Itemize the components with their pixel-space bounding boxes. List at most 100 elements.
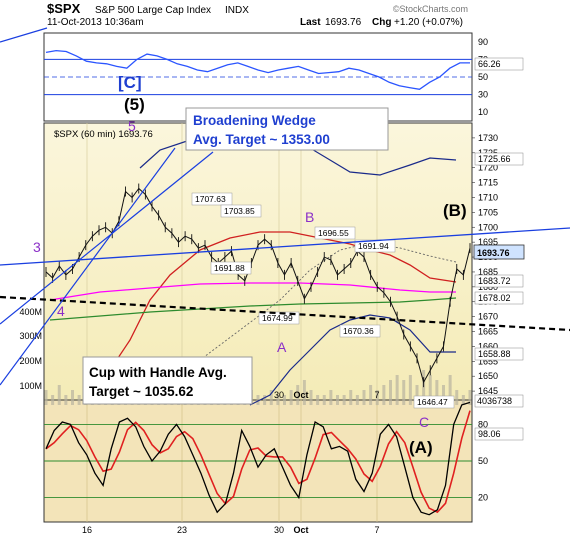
- volume-bar: [77, 395, 81, 405]
- stoch-y-tick-label: 20: [478, 493, 488, 503]
- label-1674: 1674.99: [262, 313, 293, 323]
- volume-bar: [283, 395, 286, 405]
- price-y-tick-label: 1710: [478, 192, 498, 202]
- wave-b-paren: (B): [443, 201, 467, 220]
- price-point-labels: 1707.63 1703.85 1696.55 1691.94 1691.88 …: [191, 192, 455, 409]
- label-1696: 1696.55: [318, 228, 349, 238]
- wave-a-paren: (A): [409, 438, 433, 457]
- exchange-label: INDX: [225, 5, 249, 16]
- ticker-title: $SPX: [47, 1, 81, 16]
- price-y-tick-label: 1655: [478, 356, 498, 366]
- price-y-tick-label: 1695: [478, 237, 498, 247]
- stoch-x-tick-label: Oct: [293, 525, 308, 535]
- stoch-x-tick-label: 16: [82, 525, 92, 535]
- cup-handle-callout: Cup with Handle Avg. Target ~ 1035.62: [82, 356, 253, 405]
- price-y-tick-label: 1705: [478, 207, 498, 217]
- wave-c-bracket: [C]: [118, 73, 142, 92]
- broadening-wedge-callout: Broadening Wedge Avg. Target ~ 1353.00: [185, 107, 389, 151]
- wave-line-top-left: [0, 27, 48, 43]
- label-1707: 1707.63: [195, 194, 226, 204]
- cup-handle-neckline: [0, 295, 570, 332]
- volume-bar: [382, 385, 386, 405]
- tag-ma-green: 1678.02: [478, 293, 511, 303]
- volume-bar: [289, 390, 293, 405]
- price-y-tick-label: 1645: [478, 386, 498, 396]
- chg-value: +1.20 (+0.07%): [394, 17, 463, 28]
- stoch-x-tick-label: 23: [177, 525, 187, 535]
- index-name: S&P 500 Large Cap Index: [95, 5, 211, 16]
- volume-bar: [256, 395, 260, 405]
- channel-line-mid: [0, 147, 176, 386]
- dotted-moving-average: [159, 242, 457, 401]
- tag-upper: 66.26: [478, 59, 501, 69]
- volume-bar: [468, 390, 472, 405]
- volume-tick-label: 400M: [19, 307, 42, 317]
- volume-bar: [349, 390, 353, 405]
- stochastic-signal-line: [45, 410, 471, 514]
- volume-bar: [336, 395, 339, 405]
- tag-lower: 98.06: [478, 429, 501, 439]
- upper-y-tick-label: 30: [478, 90, 488, 100]
- volume-bar: [309, 390, 313, 405]
- volume-bar: [322, 395, 326, 405]
- wave-a: A: [277, 339, 287, 355]
- volume-bar: [64, 395, 68, 405]
- price-y-tick-label: 1685: [478, 267, 498, 277]
- price-x-tick-label: 7: [374, 390, 379, 400]
- volume-bar: [428, 375, 432, 405]
- chg-label: Chg: [372, 17, 391, 28]
- upper-oscillator-series: [45, 49, 470, 90]
- tag-price: 1693.76: [477, 248, 510, 258]
- channel-line-lower: [0, 151, 214, 325]
- volume-bar: [402, 380, 406, 405]
- volume-bar: [316, 395, 320, 405]
- broadening-title: Broadening Wedge: [193, 113, 316, 128]
- volume-bar: [448, 375, 452, 405]
- right-tags: 66.26 1725.66 1693.76 1683.72 1678.02 16…: [473, 57, 525, 441]
- price-y-tick-label: 1665: [478, 327, 498, 337]
- green-moving-average: [49, 297, 457, 321]
- broadening-wedge-upper-line: [0, 227, 570, 266]
- tag-ma-upper: 1725.66: [478, 154, 511, 164]
- volume-bar: [435, 380, 439, 405]
- wave-4: 4: [57, 303, 65, 319]
- volume-tick-label: 200M: [19, 356, 42, 366]
- volume-bar: [375, 390, 379, 405]
- volume-bar: [442, 385, 445, 405]
- cup-title: Cup with Handle Avg.: [89, 365, 227, 380]
- volume-tick-label: 300M: [19, 331, 42, 341]
- label-1691-94: 1691.94: [358, 241, 389, 251]
- wave-5-paren: (5): [124, 95, 145, 114]
- volume-bar: [269, 390, 273, 405]
- label-1703: 1703.85: [224, 206, 255, 216]
- volume-bar: [302, 380, 306, 405]
- stochastic-line: [45, 401, 471, 516]
- lower-bollinger-band: [249, 314, 456, 406]
- upper-oscillator-line: [45, 49, 470, 90]
- wave-c: C: [419, 414, 429, 430]
- volume-bar: [422, 370, 426, 405]
- upper-y-tick-label: 50: [478, 72, 488, 82]
- price-legend: $SPX (60 min) 1693.76: [54, 129, 153, 140]
- volume-bar: [44, 390, 48, 405]
- price-y-tick-label: 1650: [478, 371, 498, 381]
- wave-3: 3: [33, 239, 41, 255]
- price-y-tick-label: 1670: [478, 312, 498, 322]
- cup-target: Target ~ 1035.62: [89, 384, 193, 399]
- stoch-y-tick-label: 80: [478, 419, 488, 429]
- tag-volume: 4036738: [477, 396, 512, 406]
- label-1691-88: 1691.88: [214, 263, 245, 273]
- broadening-target: Avg. Target ~ 1353.00: [193, 132, 330, 147]
- upper-y-tick-label: 90: [478, 37, 488, 47]
- price-y-tick-label: 1660: [478, 341, 498, 351]
- volume-bar: [51, 395, 55, 405]
- tag-ma-lower: 1658.88: [478, 349, 511, 359]
- wave-b: B: [305, 209, 314, 225]
- volume-bar: [342, 395, 346, 405]
- price-x-tick-label: 30: [274, 390, 284, 400]
- last-label: Last: [300, 17, 321, 28]
- volume-bar: [389, 380, 392, 405]
- label-1670: 1670.36: [343, 326, 374, 336]
- price-y-tick-label: 1700: [478, 222, 498, 232]
